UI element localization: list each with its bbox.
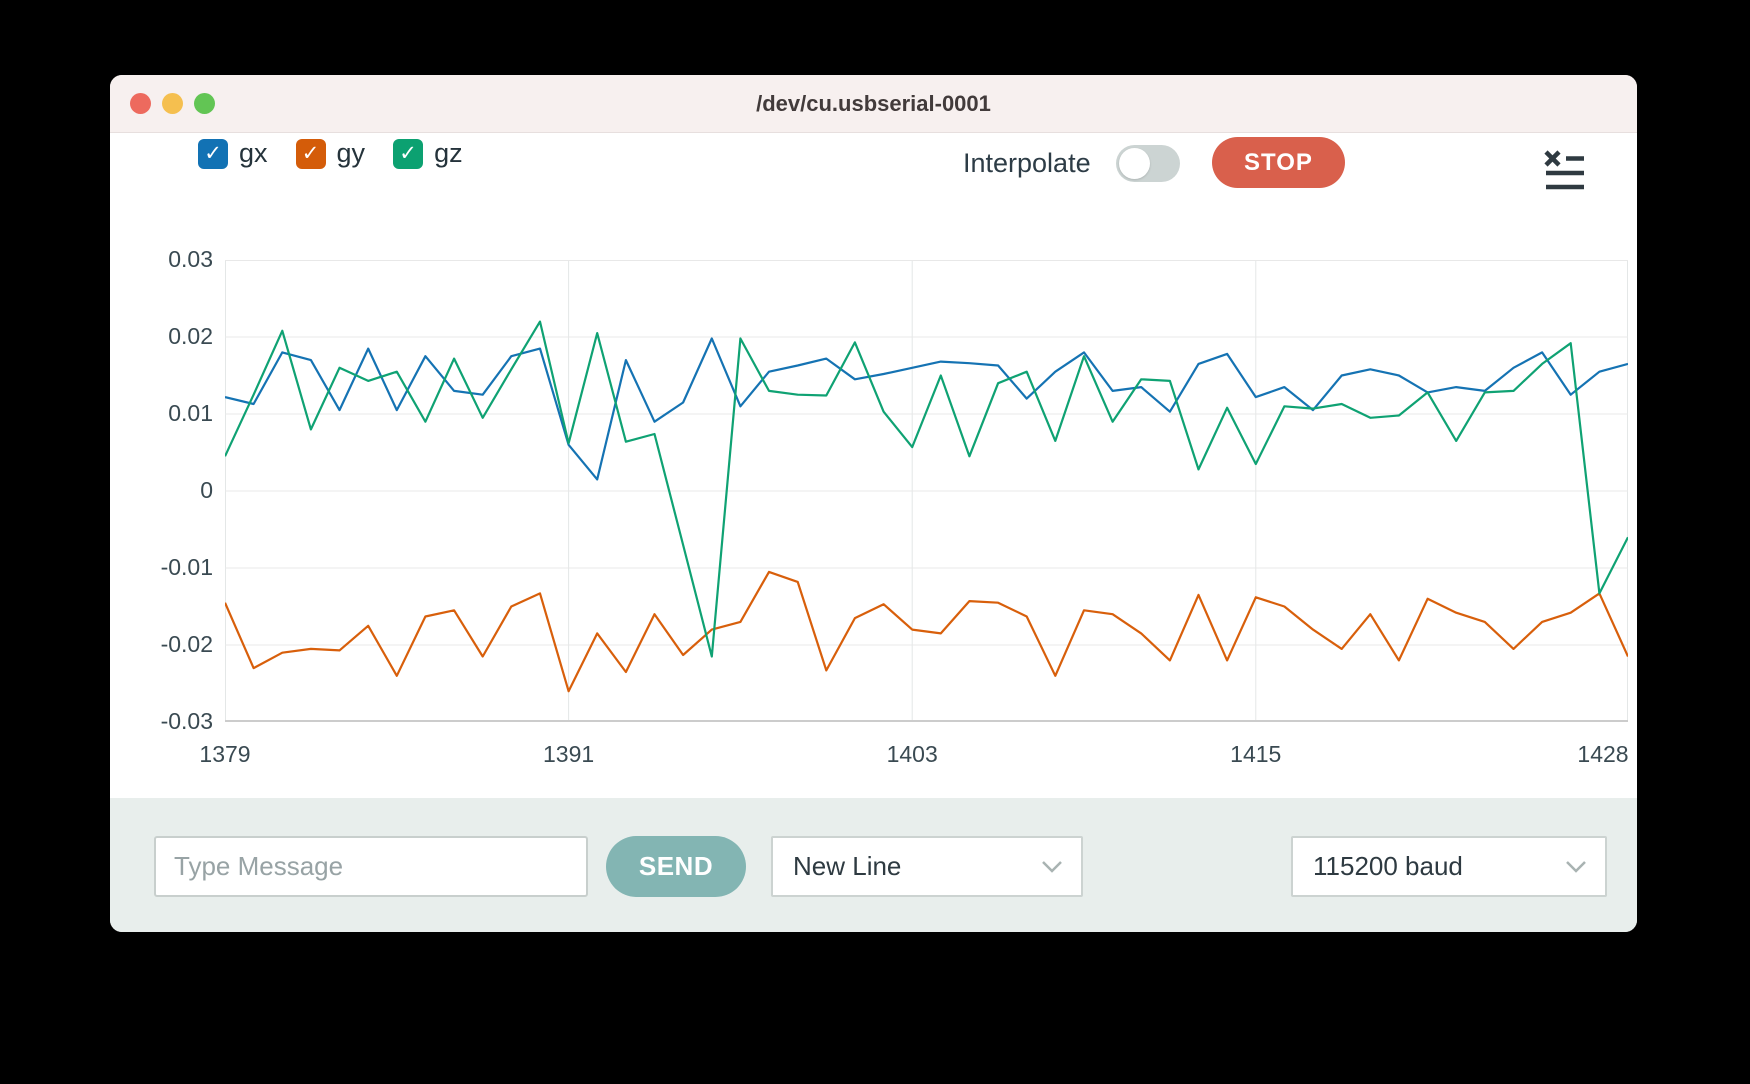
window-title: /dev/cu.usbserial-0001 [756,90,991,116]
gx-checkbox[interactable]: ✓ [198,138,228,169]
baud-rate-select[interactable]: 115200 baud [1291,836,1607,897]
baud-rate-value: 115200 baud [1313,851,1463,881]
legend-label-gx: gx [239,138,268,168]
series-gx [225,337,1628,481]
x-tick-label: 1379 [199,741,251,767]
series-gy [225,570,1628,693]
chevron-down-icon [1566,861,1586,873]
message-input[interactable] [154,836,588,897]
interpolate-label: Interpolate [963,148,1091,178]
stop-button[interactable]: STOP [1212,137,1345,188]
y-tick-label: 0.01 [168,400,213,426]
legend-item-gx: ✓ gx [198,138,268,169]
line-ending-select[interactable]: New Line [771,836,1083,897]
legend-item-gz: ✓ gz [393,138,463,169]
y-tick-label: -0.01 [160,554,213,580]
y-tick-label: -0.03 [160,708,213,734]
y-tick-label: 0.03 [168,246,213,272]
chart-legend: ✓ gx ✓ gy ✓ gz [198,138,463,169]
line-chart [225,260,1628,722]
x-tick-label: 1415 [1230,741,1282,767]
chevron-down-icon [1042,861,1062,873]
check-icon: ✓ [301,142,320,165]
legend-item-gy: ✓ gy [295,138,366,169]
interpolate-toggle[interactable] [1116,145,1180,182]
x-tick-label: 1428 [1577,741,1629,767]
clear-list-button[interactable] [1542,148,1588,194]
legend-label-gy: gy [336,138,366,168]
y-tick-label: 0 [200,477,213,503]
gy-checkbox[interactable]: ✓ [295,138,326,169]
x-tick-label: 1391 [542,741,595,767]
minimize-button[interactable] [162,93,183,114]
y-tick-label: -0.02 [160,631,213,657]
serial-plotter-window: /dev/cu.usbserial-0001 ✓ gx ✓ gy ✓ gz In… [110,75,1637,932]
toggle-knob [1119,148,1150,179]
check-icon: ✓ [204,142,222,165]
maximize-button[interactable] [194,93,215,114]
traffic-lights [130,75,215,132]
series-gz [225,320,1628,658]
y-tick-label: 0.02 [168,323,213,349]
x-tick-label: 1403 [886,741,938,767]
titlebar: /dev/cu.usbserial-0001 [110,75,1637,133]
composer-bar: SEND New Line 115200 baud [110,798,1637,932]
line-ending-value: New Line [793,851,902,881]
gz-checkbox[interactable]: ✓ [393,138,424,169]
check-icon: ✓ [399,142,417,165]
legend-label-gz: gz [434,138,463,168]
send-button[interactable]: SEND [606,836,746,897]
clear-list-icon [1544,150,1584,190]
close-button[interactable] [130,93,151,114]
